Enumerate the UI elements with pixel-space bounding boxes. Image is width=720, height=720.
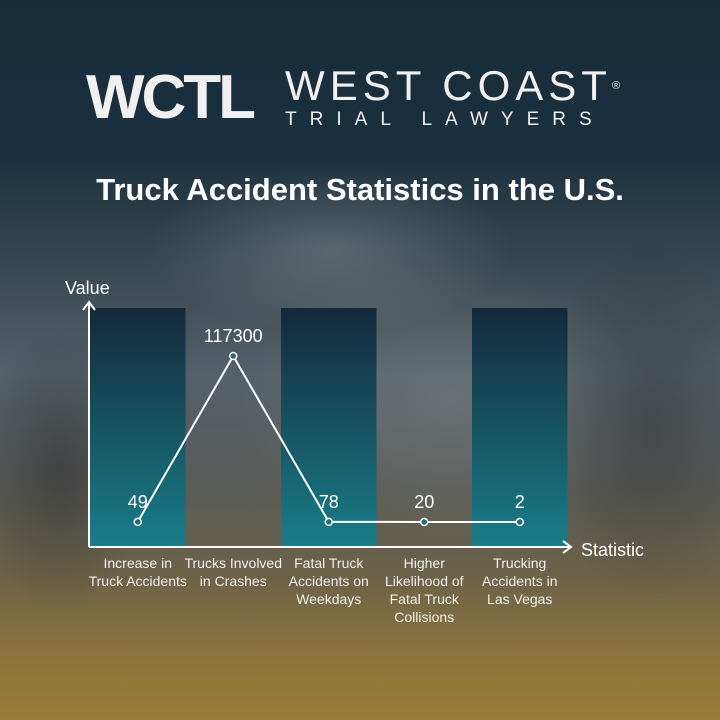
x-tick-label: Trucks Involved in Crashes: [184, 555, 282, 589]
category-band: [281, 308, 377, 547]
data-point: [133, 517, 142, 527]
registered-mark: ®: [611, 79, 626, 92]
y-axis-arrow: [82, 300, 96, 311]
data-point: [515, 517, 524, 527]
logo: WCTL WEST COAST® TRIAL LAWYERS: [86, 62, 625, 133]
category-band: [90, 308, 186, 547]
x-axis-arrow: [562, 540, 573, 554]
y-axis-label: Value: [65, 278, 110, 298]
logo-mark: WCTL: [86, 63, 256, 132]
data-point: [420, 517, 429, 527]
logo-line1: WEST COAST: [285, 61, 612, 109]
category-band: [472, 308, 568, 547]
x-tick-label: Trucking Accidents in Las Vegas: [482, 555, 558, 607]
x-axis-label: Statistic: [581, 540, 644, 560]
page-title: Truck Accident Statistics in the U.S.: [96, 172, 624, 207]
data-label: 117300: [204, 326, 263, 346]
data-label: 49: [128, 492, 148, 512]
x-tick-label: Higher Likelihood of Fatal Truck Collisi…: [384, 555, 464, 625]
logo-line2: TRIAL LAWYERS: [285, 108, 605, 130]
data-point: [229, 351, 238, 361]
data-label: 78: [319, 492, 339, 512]
data-point: [324, 517, 333, 527]
data-label: 2: [515, 492, 525, 512]
data-label: 20: [414, 492, 434, 512]
x-tick-label: Increase in Truck Accidents: [88, 555, 187, 589]
x-tick-label: Fatal Truck Accidents on Weekdays: [288, 555, 369, 607]
